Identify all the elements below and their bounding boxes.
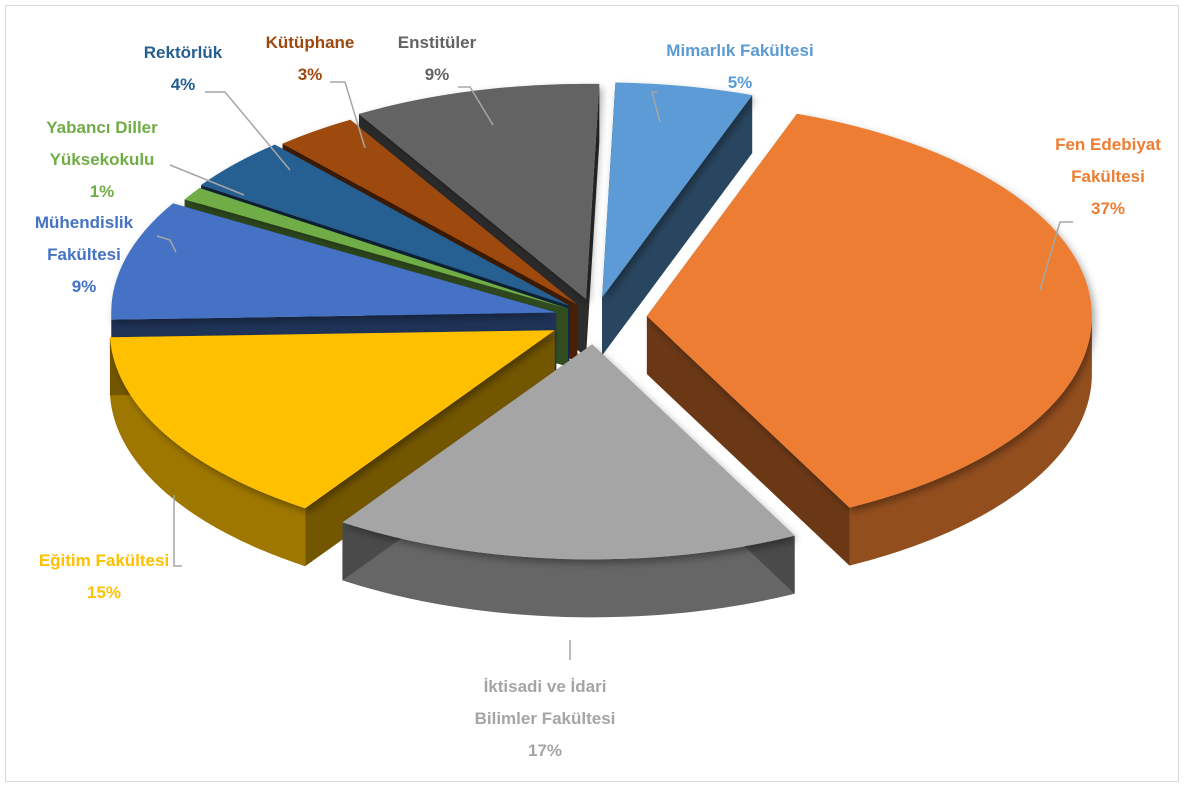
slice-face <box>602 95 753 356</box>
leader-line-6 <box>169 164 245 196</box>
pie-slice-2 <box>646 113 1092 566</box>
slice-top <box>201 144 570 306</box>
slice-label-2: Fen Edebiyat Fakültesi 37% <box>1055 135 1161 218</box>
slice-label-5: Mühendislik Fakültesi 9% <box>35 213 134 296</box>
slice-face <box>646 316 850 566</box>
slice-top <box>111 203 557 320</box>
leader-line-9 <box>458 86 494 126</box>
leader-line-7 <box>205 91 291 171</box>
slice-top <box>109 330 555 509</box>
slice-side <box>109 337 306 567</box>
slice-label-7: Rektörlük 4% <box>144 43 223 94</box>
pie-slice-3 <box>342 344 795 618</box>
slice-label-8: Kütüphane 3% <box>266 33 355 84</box>
leader-line-5 <box>156 235 177 253</box>
slice-top <box>602 82 753 298</box>
pie-slice-1 <box>602 82 753 356</box>
slice-top <box>646 113 1092 508</box>
leader-line-8 <box>330 81 366 149</box>
slice-top <box>282 119 578 305</box>
slice-top <box>358 83 600 299</box>
slice-side <box>849 316 1092 566</box>
slice-face <box>585 83 600 357</box>
slice-top <box>184 187 568 309</box>
slice-label-3: İktisadi ve İdari Bilimler Fakültesi 17% <box>475 677 616 760</box>
slice-label-9: Enstitüler 9% <box>398 33 477 84</box>
leader-line-1 <box>651 91 661 123</box>
leader-line-4 <box>173 495 182 567</box>
slice-label-1: Mimarlık Fakültesi 5% <box>666 41 813 92</box>
slice-label-6: Yabancı Diller Yüksekokulu 1% <box>46 118 158 201</box>
slice-top <box>342 344 795 560</box>
slice-side <box>342 522 795 618</box>
slice-label-4: Eğitim Fakültesi 15% <box>39 551 169 602</box>
leader-line-2 <box>1039 221 1073 291</box>
